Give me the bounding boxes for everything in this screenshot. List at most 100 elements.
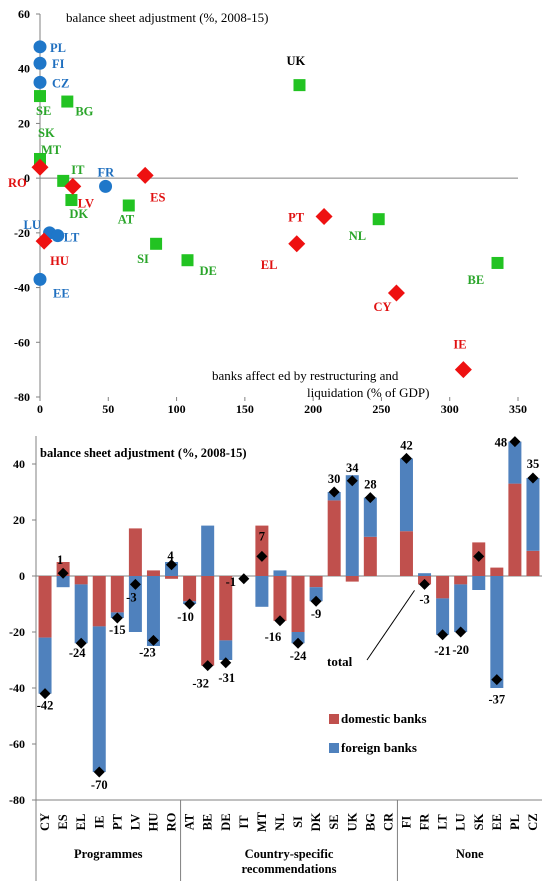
- bar-foreign-banks-lu: [454, 584, 468, 632]
- point-lt: [51, 229, 65, 243]
- category-label-nl: NL: [273, 813, 287, 830]
- total-marker-be: [202, 660, 214, 672]
- total-label-lu: -20: [452, 643, 469, 657]
- point-label-el: EL: [261, 258, 278, 272]
- point-nl: [372, 213, 385, 226]
- point-label-si: SI: [137, 252, 149, 266]
- point-pt: [315, 207, 333, 225]
- point-label-se: SE: [36, 104, 51, 118]
- bar-foreign-banks-el: [74, 584, 88, 644]
- group-label-programmes: Programmes: [74, 847, 143, 861]
- bar-foreign-banks-ie: [92, 626, 106, 772]
- bar-domestic-banks-cy: [38, 576, 52, 638]
- total-marker-nl: [274, 615, 286, 627]
- bar-domestic-banks-pl: [508, 483, 522, 576]
- point-pl: [33, 40, 47, 54]
- point-label-at: AT: [118, 213, 135, 227]
- bar-y-tick-label: -40: [9, 681, 25, 695]
- category-label-pt: PT: [110, 813, 124, 830]
- category-label-cz: CZ: [526, 813, 540, 830]
- point-label-pl: PL: [50, 41, 66, 55]
- total-label-pt: -15: [109, 623, 126, 637]
- total-label-fi: 42: [400, 438, 413, 452]
- point-be: [491, 256, 504, 269]
- scatter-y-tick-label: -60: [14, 335, 30, 349]
- bar-title: balance sheet adjustment (%, 2008-15): [40, 446, 247, 460]
- total-label-dk: -9: [311, 607, 321, 621]
- category-label-at: AT: [183, 813, 197, 830]
- total-label-fr: -3: [419, 592, 429, 606]
- total-marker-pt: [111, 612, 123, 624]
- total-label-es: 1: [57, 553, 63, 567]
- category-label-hu: HU: [146, 813, 160, 832]
- point-label-nl: NL: [349, 229, 366, 243]
- total-label-cz: 35: [527, 457, 540, 471]
- scatter-x-tick-label: 350: [509, 402, 527, 416]
- point-label-de: DE: [199, 264, 216, 278]
- bar-domestic-banks-lv: [128, 528, 142, 576]
- scatter-x-axis-label-line1: banks affect ed by restructuring and: [212, 368, 399, 383]
- category-label-fi: FI: [399, 816, 413, 829]
- bar-y-tick-label: -20: [9, 625, 25, 639]
- bar-foreign-banks-cz: [526, 478, 540, 551]
- point-label-lv: LV: [78, 196, 94, 210]
- scatter-x-tick-label: 300: [441, 402, 459, 416]
- total-marker-pl: [509, 436, 521, 448]
- point-label-dk: DK: [69, 207, 88, 221]
- bar-domestic-banks-cz: [526, 550, 540, 576]
- bar-domestic-banks-fi: [399, 531, 413, 576]
- point-label-lu: LU: [24, 218, 41, 232]
- bar-domestic-banks-hu: [146, 570, 160, 576]
- bar-domestic-banks-at: [183, 576, 197, 602]
- bar-foreign-banks-es: [56, 576, 70, 588]
- category-label-si: SI: [291, 816, 305, 828]
- scatter-x-tick-label: 100: [168, 402, 186, 416]
- bar-domestic-banks-dk: [309, 576, 323, 588]
- bar-domestic-banks-si: [291, 576, 305, 632]
- category-label-be: BE: [201, 814, 215, 831]
- bar-foreign-banks-mt: [255, 576, 269, 607]
- point-label-es: ES: [150, 190, 165, 204]
- point-si: [150, 237, 163, 250]
- category-label-sk: SK: [472, 813, 486, 830]
- total-marker-si: [292, 637, 304, 649]
- category-label-bg: BG: [363, 813, 377, 831]
- total-label-uk: 34: [346, 461, 359, 475]
- bar-domestic-banks-nl: [273, 576, 287, 621]
- bar-foreign-banks-pl: [508, 441, 522, 484]
- point-el: [288, 235, 306, 253]
- point-fi: [33, 56, 47, 70]
- bar-domestic-banks-lu: [454, 576, 468, 585]
- total-marker-lt: [437, 629, 449, 641]
- bar-y-tick-label: -80: [9, 793, 25, 807]
- bar-domestic-banks-ro: [165, 576, 179, 579]
- total-marker-ee: [491, 674, 503, 686]
- total-label-lv: -3: [126, 590, 136, 604]
- scatter-y-tick-label: 40: [18, 62, 30, 76]
- point-fr: [99, 179, 113, 193]
- total-marker-mt: [256, 550, 268, 562]
- total-marker-dk: [310, 595, 322, 607]
- point-label-cz: CZ: [52, 76, 69, 90]
- bar-domestic-banks-el: [74, 576, 88, 585]
- bar-foreign-banks-lt: [436, 598, 450, 635]
- bar-domestic-banks-uk: [345, 576, 359, 582]
- point-label-fr: FR: [98, 165, 116, 179]
- bar-foreign-banks-hu: [146, 576, 160, 646]
- point-label-it: IT: [71, 163, 85, 177]
- point-ee: [33, 272, 47, 286]
- total-label-be: -32: [192, 677, 209, 691]
- bar-domestic-banks-se: [327, 500, 341, 576]
- total-marker-cy: [39, 688, 51, 700]
- total-label-se: 30: [328, 472, 341, 486]
- category-label-mt: MT: [255, 811, 269, 832]
- bar-domestic-banks-pt: [110, 576, 124, 613]
- total-label-si: -24: [290, 649, 307, 663]
- point-label-ro: RO: [8, 176, 27, 190]
- total-label-el: -24: [69, 646, 86, 660]
- total-marker-lv: [129, 578, 141, 590]
- legend-swatch-foreign-banks: [329, 743, 339, 753]
- bar-domestic-banks-ie: [92, 576, 106, 627]
- bar-foreign-banks-fr: [418, 573, 432, 576]
- category-label-lt: LT: [436, 814, 450, 830]
